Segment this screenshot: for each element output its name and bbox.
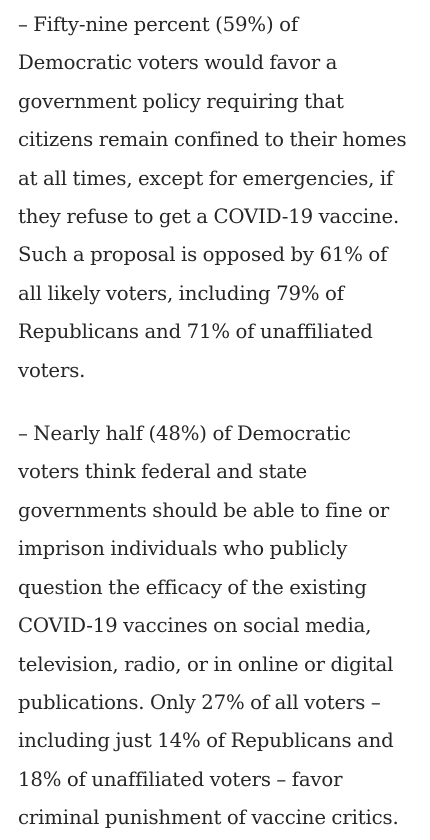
cutoff-icon: ˅˅ <box>368 0 384 8</box>
article-paragraph-democratic-confinement-policy: – Fifty-nine percent (59%) of Democratic… <box>18 13 407 382</box>
article-paragraph-vaccine-critics-punishment: – Nearly half (48%) of Democratic voters… <box>18 422 399 830</box>
